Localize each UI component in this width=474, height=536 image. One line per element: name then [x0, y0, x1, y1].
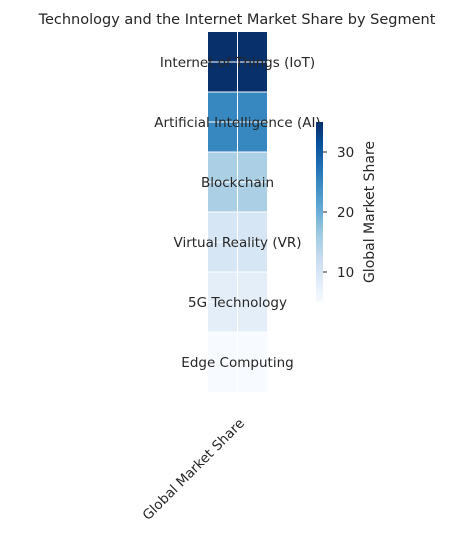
x-tick-label: Global Market Share [140, 416, 248, 524]
y-tick-labels: Internet of Things (IoT) Artificial Intel… [154, 55, 320, 371]
y-tick-label: Artificial Intelligence (AI) [154, 115, 320, 131]
y-tick-label: Edge Computing [181, 355, 293, 371]
colorbar-label: Global Market Share [362, 141, 378, 283]
y-tick-label: Blockchain [201, 175, 274, 191]
colorbar [316, 122, 323, 302]
chart-title: Technology and the Internet Market Share… [38, 12, 436, 28]
colorbar-tick-label: 30 [337, 145, 354, 161]
grid-lines [208, 32, 267, 392]
y-tick-label: 5G Technology [188, 295, 287, 311]
y-tick-label: Virtual Reality (VR) [174, 235, 302, 251]
colorbar-tick-label: 10 [337, 265, 354, 281]
colorbar-tick-label: 20 [337, 205, 354, 221]
colorbar-ticks: 10 20 30 [323, 145, 354, 281]
y-tick-label: Internet of Things (IoT) [160, 55, 315, 71]
